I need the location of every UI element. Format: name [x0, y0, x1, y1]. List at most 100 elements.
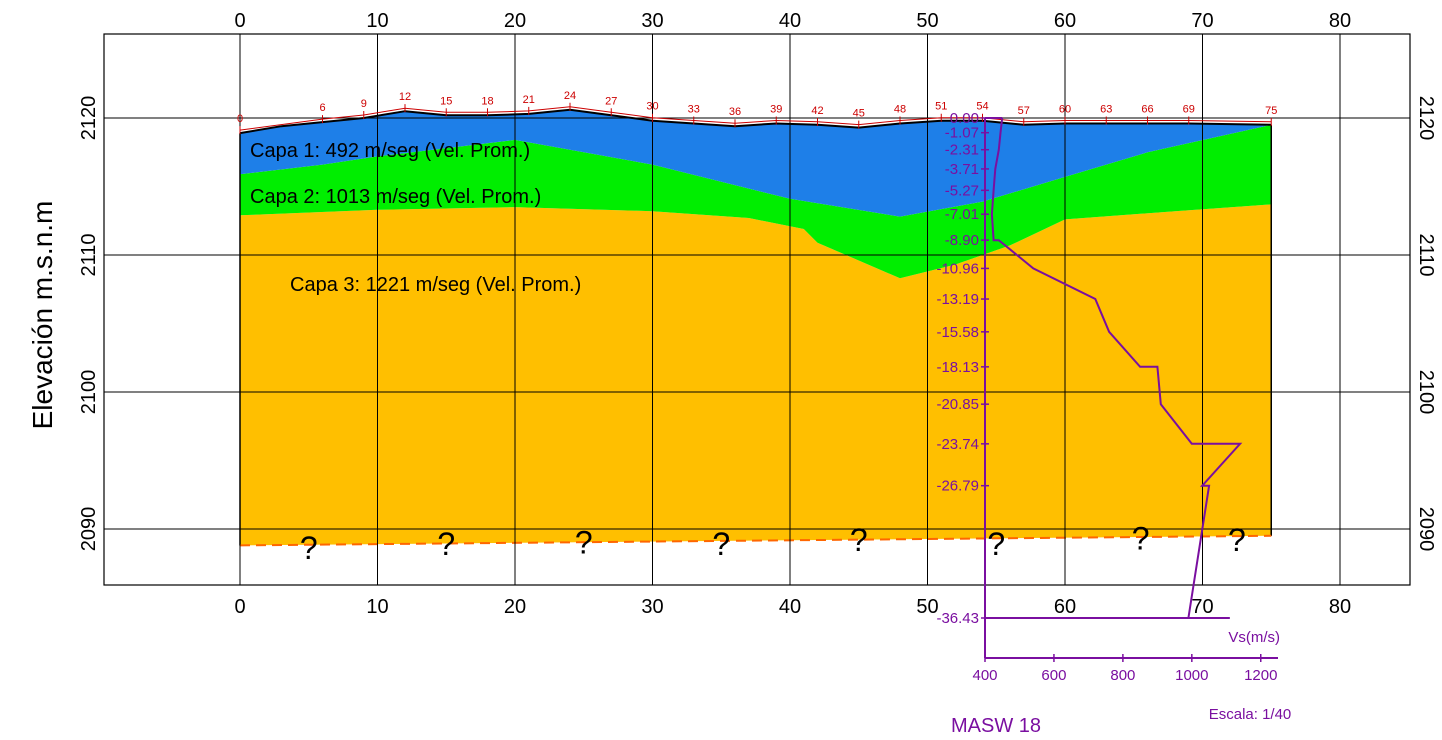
- masw-depth-label: -26.79: [936, 478, 979, 495]
- geophone-label: 15: [440, 95, 452, 107]
- grid-lines: [104, 34, 1410, 585]
- masw-x-ticks: 400 600 800 1000 1200: [972, 654, 1277, 684]
- unknown-mark-6: ?: [987, 526, 1005, 562]
- geophone-label: 66: [1141, 103, 1153, 115]
- x-tick-top-0: 0: [234, 10, 245, 32]
- layer-label-2: Capa 2: 1013 m/seg (Vel. Prom.): [250, 186, 541, 208]
- x-tick-top-80: 80: [1329, 10, 1351, 32]
- geophone-line: 06 912 15 18 21 24 27 30 33 36 39 42 45 48 51 54 57 60 63 6…: [237, 90, 1277, 135]
- layer-capa-2-fill: [240, 124, 1272, 279]
- unknown-mark-2: ?: [437, 526, 455, 562]
- masw-name-label: MASW 18: [951, 715, 1041, 737]
- masw-x-tick-label: 800: [1110, 667, 1135, 684]
- masw-depth-label: -23.74: [936, 436, 979, 453]
- geophone-label: 12: [399, 91, 411, 103]
- y-tick-left-2090: 2090: [78, 507, 100, 552]
- geophone-label: 9: [361, 98, 367, 110]
- x-tick-bottom-50: 50: [916, 596, 938, 618]
- geophone-label: 27: [605, 95, 617, 107]
- geophone-label: 69: [1183, 103, 1195, 115]
- masw-depth-label: -20.85: [936, 396, 979, 413]
- y-tick-right-2120: 2120: [1415, 96, 1437, 141]
- x-tick-bottom-30: 30: [641, 596, 663, 618]
- masw-x-tick-label: 600: [1041, 667, 1066, 684]
- unknown-mark-3: ?: [575, 525, 593, 561]
- unknown-mark-4: ?: [712, 526, 730, 562]
- masw-depth-label: -18.13: [936, 359, 979, 376]
- geophone-label: 33: [688, 103, 700, 115]
- geophone-label: 36: [729, 106, 741, 118]
- x-tick-top-70: 70: [1191, 10, 1213, 32]
- masw-depth-label: -3.71: [945, 161, 979, 178]
- geophone-label: 24: [564, 90, 576, 102]
- x-tick-top-30: 30: [641, 10, 663, 32]
- y-tick-right-2100: 2100: [1415, 370, 1437, 415]
- geophone-profile-line: [239, 106, 1272, 131]
- y-axis-left-ticks: 2120 2110 2100 2090: [78, 96, 100, 552]
- y-tick-left-2110: 2110: [78, 233, 100, 276]
- geophone-label: 57: [1018, 105, 1030, 117]
- layer-label-3: Capa 3: 1221 m/seg (Vel. Prom.): [290, 274, 581, 296]
- masw-depth-label: -15.58: [936, 324, 979, 341]
- masw-depth-label: -2.31: [945, 142, 979, 159]
- x-tick-bottom-80: 80: [1329, 596, 1351, 618]
- masw-depth-label: -5.27: [945, 182, 979, 199]
- masw-depth-label: 0.00: [950, 110, 979, 127]
- masw-depth-label: -10.96: [936, 260, 979, 277]
- layer-labels: Capa 1: 492 m/seg (Vel. Prom.) Capa 2: 10…: [250, 140, 581, 296]
- geophone-label: 63: [1100, 103, 1112, 115]
- x-tick-bottom-10: 10: [366, 596, 388, 618]
- layer-fills: [239, 108, 1272, 547]
- unknown-mark-1: ?: [300, 530, 318, 566]
- y-tick-right-2110: 2110: [1415, 233, 1437, 276]
- x-axis-top-ticks: 0 10 20 30 40 50 60 70 80: [234, 10, 1351, 32]
- x-tick-bottom-20: 20: [504, 596, 526, 618]
- masw-axis-label: Vs(m/s): [1228, 629, 1280, 646]
- layer-label-1: Capa 1: 492 m/seg (Vel. Prom.): [250, 140, 530, 162]
- masw-depth-label: -1.07: [945, 125, 979, 142]
- unknown-mark-5: ?: [850, 522, 868, 558]
- masw-x-tick-label: 1200: [1244, 667, 1277, 684]
- masw-depth-labels: 0.00-1.07-2.31 -3.71 -5.27 -7.01 -8.90 -10.96…: [936, 110, 989, 627]
- y-tick-left-2120: 2120: [78, 96, 100, 141]
- y-tick-left-2100: 2100: [78, 370, 100, 415]
- layer-capa-1-fill: [240, 109, 1272, 217]
- unknown-mark-8: ?: [1228, 522, 1246, 558]
- geophone-label: 42: [811, 105, 823, 117]
- x-tick-bottom-70: 70: [1191, 596, 1213, 618]
- masw-inset: 0.00-1.07-2.31 -3.71 -5.27 -7.01 -8.90 -10.96…: [936, 110, 1291, 737]
- geophone-label: 60: [1059, 103, 1071, 115]
- y-axis-label: Elevación m.s.n.m: [27, 201, 58, 430]
- x-axis-bottom-ticks: 0 10 20 30 40 50 60 70 80: [234, 596, 1351, 618]
- geophone-label: 0: [237, 113, 243, 125]
- geophone-label: 39: [770, 103, 782, 115]
- geophone-label: 51: [935, 101, 947, 113]
- x-tick-top-40: 40: [779, 10, 801, 32]
- masw-depth-label: -13.19: [936, 291, 979, 308]
- masw-depth-label: -7.01: [945, 206, 979, 223]
- x-tick-bottom-0: 0: [234, 596, 245, 618]
- masw-x-tick-label: 1000: [1175, 667, 1208, 684]
- masw-depth-label: -36.43: [936, 610, 979, 627]
- x-tick-top-20: 20: [504, 10, 526, 32]
- unknown-marks: ????????: [300, 521, 1246, 567]
- geophone-label: 75: [1265, 105, 1277, 117]
- geophone-label: 45: [853, 108, 865, 120]
- x-tick-top-10: 10: [366, 10, 388, 32]
- masw-vs-profile-line: [990, 117, 1243, 619]
- geophone-label: 6: [319, 102, 325, 114]
- masw-scale-label: Escala: 1/40: [1209, 706, 1292, 723]
- unknown-mark-7: ?: [1132, 521, 1150, 557]
- x-tick-top-50: 50: [916, 10, 938, 32]
- y-tick-right-2090: 2090: [1415, 507, 1437, 552]
- geophone-label: 48: [894, 103, 906, 115]
- x-tick-top-60: 60: [1054, 10, 1076, 32]
- masw-depth-label: -8.90: [945, 232, 979, 249]
- x-tick-bottom-40: 40: [779, 596, 801, 618]
- plot-frame: [103, 33, 1411, 586]
- masw-x-tick-label: 400: [972, 667, 997, 684]
- y-axis-right-ticks: 2120 2110 2100 2090: [1415, 96, 1437, 552]
- geophone-label: 21: [523, 94, 535, 106]
- geophone-label: 18: [481, 95, 493, 107]
